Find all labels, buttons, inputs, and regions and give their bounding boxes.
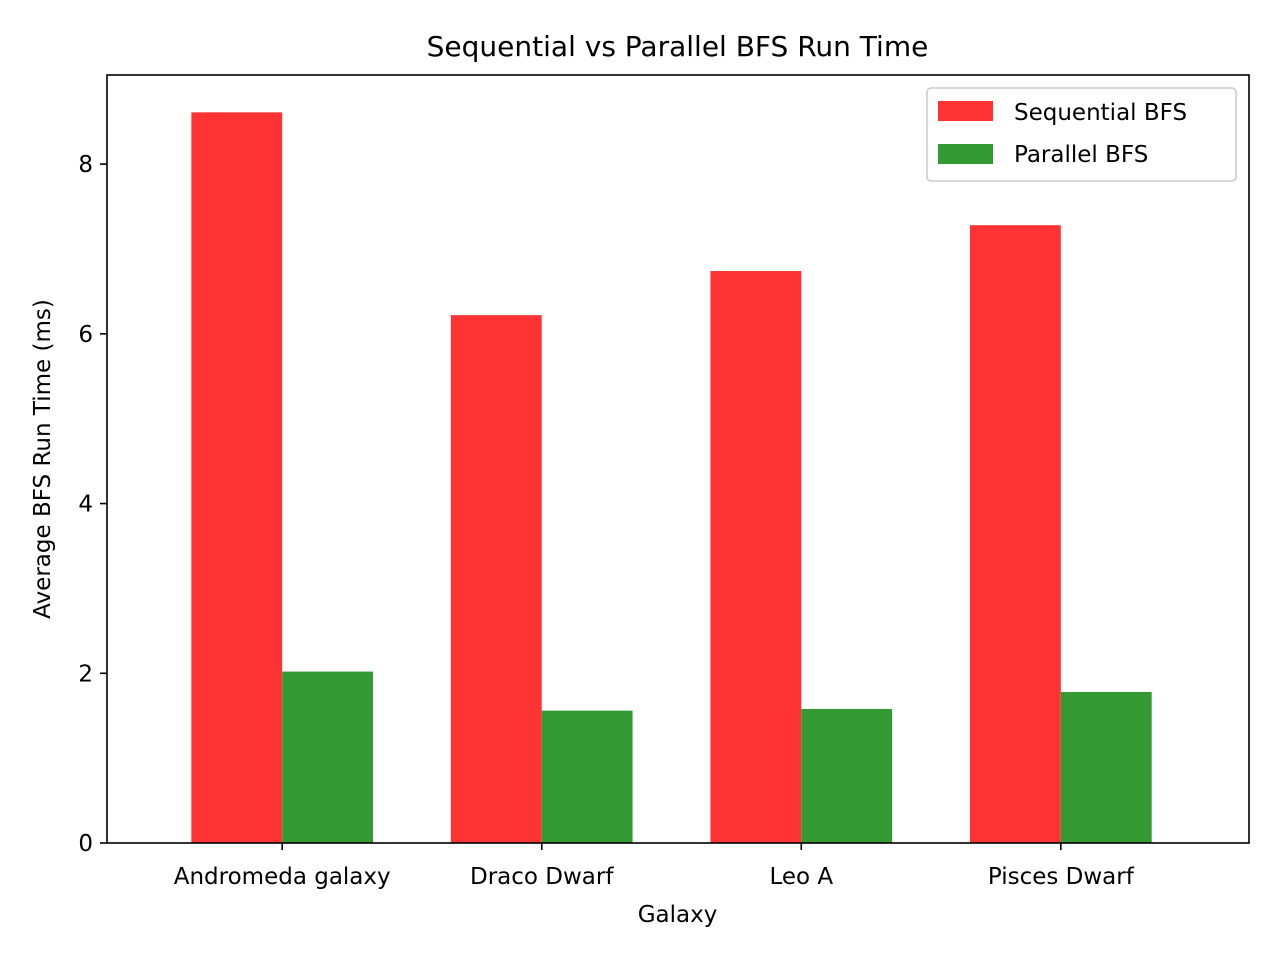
bar-sequential-bfs-pisces-dwarf [969,225,1061,843]
x-tick-label-draco-dwarf: Draco Dwarf [470,864,614,890]
x-axis-label: Galaxy [638,902,718,928]
legend-label-sequential: Sequential BFS [1014,100,1187,126]
y-tick-label: 4 [78,492,93,518]
legend-swatch-parallel [938,144,993,164]
legend-swatch-sequential [938,101,993,121]
bar-parallel-bfs-pisces-dwarf [1060,691,1152,843]
legend-box [926,87,1237,182]
y-tick-label: 2 [78,661,93,687]
y-tick-label: 8 [78,152,93,178]
y-axis-ticks: 0 2 4 6 8 [78,152,107,857]
bar-parallel-bfs-draco-dwarf [541,710,633,843]
x-axis-ticks: Andromeda galaxy Draco Dwarf Leo A Pisces D… [174,843,1135,890]
x-tick-label-pisces-dwarf: Pisces Dwarf [988,864,1135,890]
bar-sequential-bfs-leo-a [710,271,802,843]
legend: Sequential BFS Parallel BFS [926,87,1237,182]
y-tick-label: 0 [78,831,93,857]
y-axis-label: Average BFS Run Time (ms) [30,299,56,619]
bar-sequential-bfs-andromeda-galaxy [191,112,283,844]
bar-sequential-bfs-draco-dwarf [450,315,542,843]
bar-parallel-bfs-andromeda-galaxy [282,671,374,843]
x-tick-label-andromeda-galaxy: Andromeda galaxy [174,864,391,890]
plot-frame [106,74,1250,844]
chart-title: Sequential vs Parallel BFS Run Time [427,30,929,63]
bar-parallel-bfs-leo-a [801,708,893,843]
y-tick-label: 6 [78,322,93,348]
x-tick-label-leo-a: Leo A [769,864,833,890]
bars-layer [191,112,1152,844]
legend-label-parallel: Parallel BFS [1014,142,1148,168]
